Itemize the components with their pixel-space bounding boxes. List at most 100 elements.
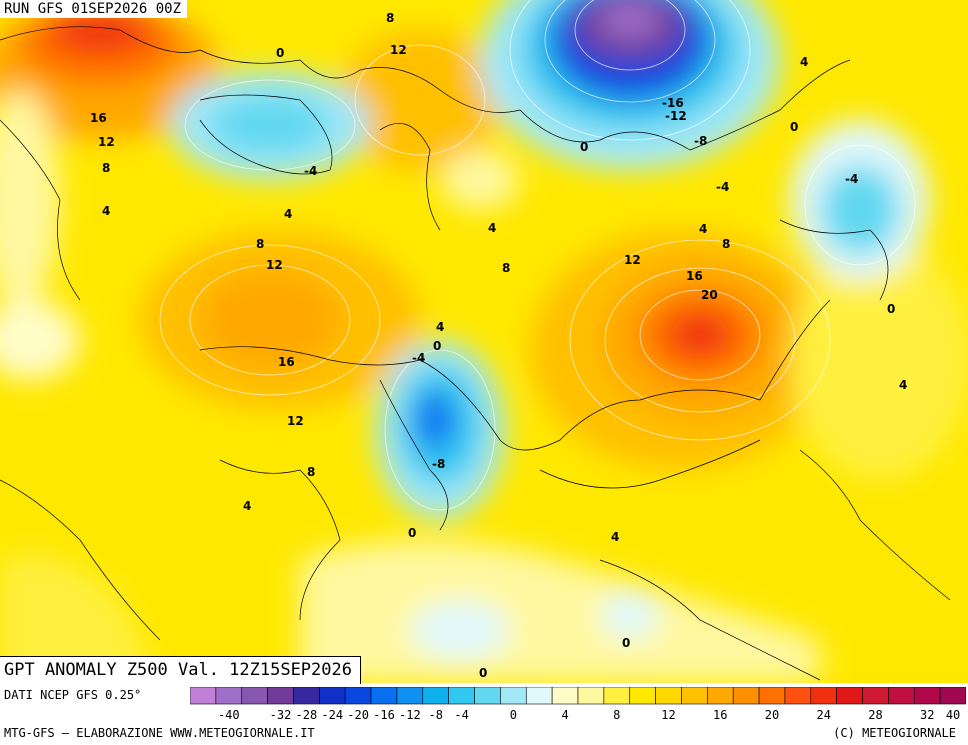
legend-swatch — [707, 687, 734, 705]
contour-label: 4 — [436, 320, 444, 334]
contour-label: 8 — [722, 237, 730, 251]
legend-tick-label: 0 — [510, 708, 517, 722]
contour-label: 4 — [899, 378, 907, 392]
legend-swatch — [474, 687, 501, 705]
contour-label: 4 — [699, 222, 707, 236]
legend-swatch — [267, 687, 294, 705]
legend-swatch — [862, 687, 889, 705]
legend-swatch — [577, 687, 605, 705]
contour-label: 0 — [790, 120, 798, 134]
legend-swatch — [810, 687, 837, 705]
contour-label: 12 — [266, 258, 283, 272]
legend-tick-label: 4 — [561, 708, 568, 722]
contour-label: 16 — [90, 111, 107, 125]
contour-label: 12 — [98, 135, 115, 149]
contour-label: -4 — [412, 351, 425, 365]
data-source: DATI NCEP GFS 0.25° — [4, 688, 142, 702]
legend-tick-label: -16 — [373, 708, 395, 722]
legend-tick-label: -28 — [296, 708, 318, 722]
legend-swatch — [525, 687, 553, 705]
legend-swatch — [344, 687, 372, 705]
contour-label: 4 — [611, 530, 619, 544]
contour-label: 16 — [686, 269, 703, 283]
legend-tick-label: -32 — [270, 708, 292, 722]
legend-tick-label: -40 — [218, 708, 240, 722]
legend-swatch — [319, 687, 346, 705]
contour-label: 0 — [276, 46, 284, 60]
legend-tick-label: 28 — [868, 708, 882, 722]
legend-swatch — [422, 687, 449, 705]
legend-swatch — [784, 687, 812, 705]
legend-swatch — [241, 687, 268, 705]
legend-tick-label: 12 — [661, 708, 675, 722]
legend-swatch — [758, 687, 786, 705]
legend-tick-label: 40 — [946, 708, 960, 722]
legend-swatch — [732, 687, 760, 705]
contour-label: 8 — [102, 161, 110, 175]
contour-lines — [159, 0, 916, 511]
contour-label: 0 — [580, 140, 588, 154]
legend-swatch — [913, 687, 941, 705]
legend-swatch — [888, 687, 915, 705]
contour-label: -12 — [665, 109, 687, 123]
contour-label: -8 — [694, 134, 707, 148]
contour-label: 12 — [624, 253, 641, 267]
contour-label: 0 — [408, 526, 416, 540]
legend-tick-label: 16 — [713, 708, 727, 722]
legend-swatch — [396, 687, 424, 705]
anomaly-map: 8 12 0 16 12 8 4 -4 4 8 12 16 12 8 4 -4 … — [0, 0, 968, 683]
legend-swatch — [939, 687, 966, 705]
legend-swatch — [655, 687, 682, 705]
legend-tick-label: 32 — [920, 708, 934, 722]
contour-label: 4 — [102, 204, 110, 218]
contour-label: 8 — [386, 11, 394, 25]
contour-label: -4 — [304, 164, 317, 178]
credit-left: MTG-GFS — ELABORAZIONE WWW.METEOGIORNALE… — [4, 726, 315, 740]
contour-label: 8 — [307, 465, 315, 479]
contour-label: 16 — [278, 355, 295, 369]
legend-tick-label: 8 — [613, 708, 620, 722]
contour-label: -8 — [432, 457, 445, 471]
contour-label: 4 — [243, 499, 251, 513]
contour-label: 12 — [287, 414, 304, 428]
legend-swatch — [448, 687, 475, 705]
product-title: GPT ANOMALY Z500 Val. 12Z15SEP2026 — [0, 656, 361, 684]
credit-right: (C) METEOGIORNALE — [833, 726, 956, 740]
legend-tick-label: -12 — [399, 708, 421, 722]
contour-label: -4 — [716, 180, 729, 194]
legend-swatch — [681, 687, 708, 705]
legend-tick-label: -8 — [429, 708, 443, 722]
contour-label: 0 — [622, 636, 630, 650]
contour-label: 8 — [256, 237, 264, 251]
contour-label: 4 — [800, 55, 808, 69]
legend-swatch — [603, 687, 631, 705]
contour-labels: 8 12 0 16 12 8 4 -4 4 8 12 16 12 8 4 -4 … — [90, 11, 907, 680]
legend-swatch — [293, 687, 320, 705]
contour-label: 4 — [488, 221, 496, 235]
contour-label: -16 — [662, 96, 684, 110]
legend-swatch — [629, 687, 656, 705]
contour-label: 4 — [284, 207, 292, 221]
contour-label: 20 — [701, 288, 718, 302]
legend-swatch — [836, 687, 863, 705]
contour-label: -4 — [845, 172, 858, 186]
coastlines — [0, 26, 951, 681]
contour-label: 8 — [502, 261, 510, 275]
run-title: RUN GFS 01SEP2026 00Z — [0, 0, 188, 18]
legend-swatch — [370, 687, 398, 705]
legend-swatch — [551, 687, 579, 705]
contour-label: 0 — [433, 339, 441, 353]
contour-label: 0 — [479, 666, 487, 680]
color-legend: -40 -32 -28 -24 -20 -16 -12 -8 -4 0 4 8 12 16 20 24 28 32… — [190, 687, 966, 722]
contour-label: 0 — [887, 302, 895, 316]
legend-tick-label: -24 — [321, 708, 343, 722]
contour-label: 12 — [390, 43, 407, 57]
legend-swatch — [190, 687, 217, 705]
legend-tick-label: -20 — [347, 708, 369, 722]
anomaly-field — [0, 0, 968, 683]
legend-tick-label: 20 — [765, 708, 779, 722]
legend-swatch — [215, 687, 243, 705]
legend-tick-label: 24 — [817, 708, 831, 722]
legend-tick-label: -4 — [454, 708, 468, 722]
legend-swatch — [500, 687, 527, 705]
